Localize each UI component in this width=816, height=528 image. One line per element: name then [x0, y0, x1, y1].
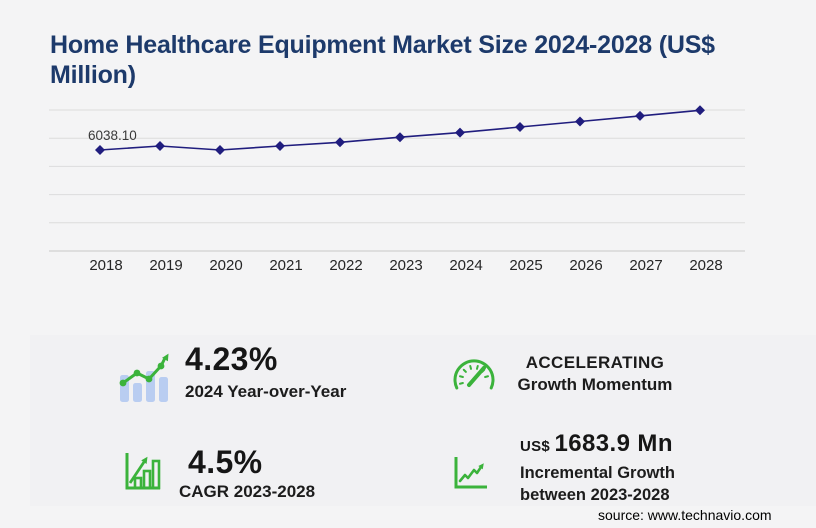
- incremental-label-line1: Incremental Growth: [520, 464, 675, 482]
- page-title: Home Healthcare Equipment Market Size 20…: [50, 30, 715, 89]
- x-axis-label: 2027: [629, 257, 662, 274]
- x-axis-label: 2024: [449, 257, 482, 274]
- x-axis-label: 2018: [89, 257, 122, 274]
- data-point-label: 6038.10: [88, 128, 137, 143]
- yoy-label: 2024 Year-over-Year: [185, 382, 347, 401]
- data-point-marker: [455, 127, 465, 138]
- data-point-marker: [575, 116, 585, 127]
- data-point-marker: [695, 105, 705, 116]
- data-point-marker: [95, 145, 105, 155]
- x-axis-label: 2021: [269, 257, 302, 274]
- data-point-marker: [335, 137, 345, 148]
- cagr-label: CAGR 2023-2028: [179, 482, 316, 501]
- bar-chart-growth-icon: [125, 453, 161, 490]
- x-axis-label: 2028: [689, 257, 722, 274]
- source-attribution: source: www.technavio.com: [598, 507, 772, 523]
- momentum-line1: ACCELERATING: [525, 353, 665, 372]
- yoy-value: 4.23%: [185, 341, 278, 377]
- x-axis-label: 2023: [389, 257, 422, 274]
- incremental-label-line2: between 2023-2028: [520, 486, 670, 504]
- incremental-value-line: US$ 1683.9 Mn: [520, 430, 673, 458]
- incremental-currency: US$: [520, 438, 551, 455]
- momentum-line2: Growth Momentum: [517, 375, 673, 394]
- data-point-marker: [395, 132, 405, 143]
- data-point-marker: [515, 122, 525, 132]
- momentum-text: ACCELERATING Growth Momentum: [500, 352, 690, 396]
- market-size-series-line: [99, 109, 701, 151]
- incremental-amount: 1683.9 Mn: [554, 430, 673, 457]
- x-axis-label: 2022: [329, 257, 362, 274]
- x-axis-label: 2025: [509, 257, 542, 274]
- x-axis-label: 2019: [149, 257, 182, 274]
- data-point-marker: [275, 141, 285, 151]
- x-axis-label: 2020: [209, 257, 242, 274]
- data-point-marker: [635, 110, 645, 121]
- x-axis-label: 2026: [569, 257, 602, 274]
- data-point-marker: [215, 145, 225, 155]
- market-size-line-chart: 2018 2019 2020 2021 2022 2023 2024 2025 2026 2027…: [49, 105, 745, 274]
- data-point-marker: [155, 141, 165, 151]
- bar-line-growth-icon: [119, 353, 169, 402]
- zigzag-growth-icon: [454, 457, 487, 489]
- speedometer-icon: [453, 359, 495, 390]
- cagr-value: 4.5%: [188, 444, 263, 480]
